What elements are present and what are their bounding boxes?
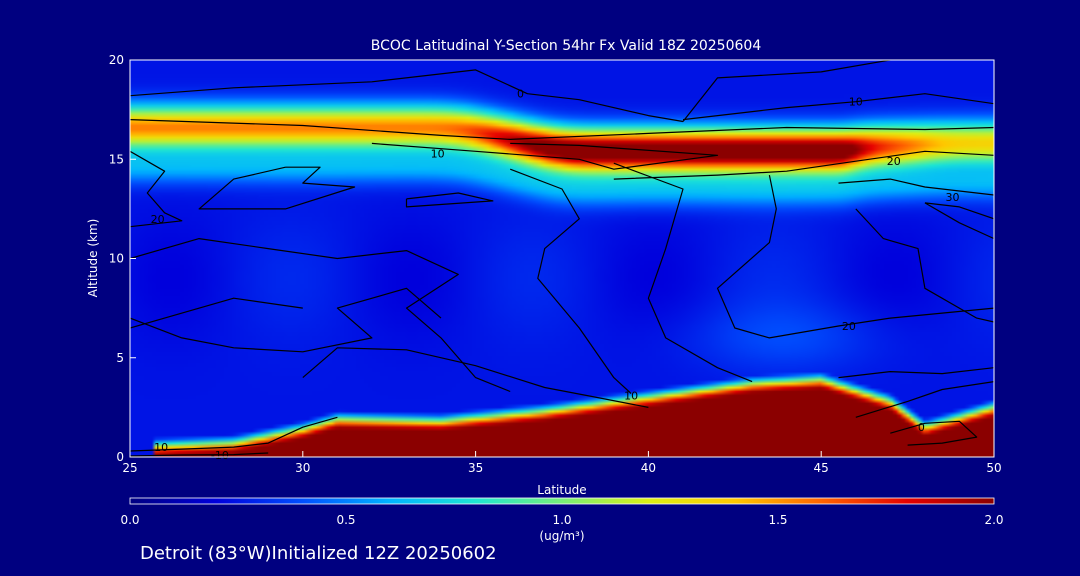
- contour-line: [613, 150, 994, 180]
- contour-line: [716, 174, 994, 339]
- colorbar-gradient: [130, 498, 994, 504]
- y-axis-label: Altitude (km): [86, 219, 100, 298]
- contour-label: 10: [154, 441, 168, 454]
- contour-line: [613, 162, 753, 383]
- x-tick-label: 35: [468, 461, 483, 475]
- colorbar-frame: [129, 497, 995, 505]
- contour-line: [130, 452, 269, 457]
- footer-location-text: Detroit (83°W)Initialized 12Z 20250602: [140, 543, 497, 564]
- chart-title: BCOC Latitudinal Y-Section 54hr Fx Valid…: [371, 38, 762, 54]
- contour-label: 10: [624, 389, 638, 402]
- colorbar-tick-label: 2.0: [984, 513, 1003, 527]
- x-tick-label: 25: [122, 461, 137, 475]
- contour-line: [838, 178, 994, 196]
- y-tick-label: 20: [109, 53, 124, 67]
- contour-label: -10: [211, 449, 229, 462]
- contour-label: 0: [517, 88, 524, 101]
- contour-line: [130, 416, 338, 452]
- y-tick-label: 10: [109, 252, 124, 266]
- contour-lines: [130, 60, 994, 457]
- contour-line: [130, 150, 183, 228]
- plot-area: 0 10 10 20 30 20 20 10 0 10 -10: [129, 59, 995, 462]
- contour-line: [838, 367, 994, 379]
- colorbar-tick-label: 1.5: [768, 513, 787, 527]
- contour-label: 20: [842, 320, 856, 333]
- y-axis: 0 5 10 15 20: [109, 53, 136, 464]
- y-tick-label: 15: [109, 152, 124, 166]
- contour-line: [130, 238, 511, 393]
- contour-label: 10: [431, 147, 445, 160]
- contour-line: [371, 142, 719, 170]
- contour-line: [682, 60, 891, 122]
- y-tick-label: 0: [116, 450, 124, 464]
- contour-label: 20: [887, 155, 901, 168]
- colorbar: 0.0 0.5 1.0 1.5 2.0 (ug/m³): [120, 497, 1004, 543]
- x-tick-label: 40: [641, 461, 656, 475]
- contour-line: [302, 347, 649, 408]
- contour-label: 0: [918, 421, 925, 434]
- x-tick-label: 30: [295, 461, 310, 475]
- contour-line: [855, 381, 994, 418]
- x-tick-label: 50: [986, 461, 1001, 475]
- contour-label: 30: [946, 191, 960, 204]
- contour-line: [890, 420, 978, 446]
- x-axis: 25 30 35 40 45 50: [122, 451, 1002, 475]
- colorbar-tick-label: 0.5: [336, 513, 355, 527]
- contour-line: [130, 287, 442, 353]
- colorbar-ticks: 0.0 0.5 1.0 1.5 2.0: [120, 513, 1003, 527]
- contour-label: 10: [849, 96, 863, 109]
- concentration-field: [130, 60, 994, 457]
- contour-line: [198, 166, 356, 210]
- contour-line: [682, 93, 994, 121]
- contour-line: [855, 208, 994, 323]
- contour-line: [130, 119, 994, 140]
- contour-label: 20: [151, 213, 165, 226]
- contour-line: [130, 69, 684, 123]
- contour-line: [405, 192, 494, 208]
- contour-line: [509, 168, 632, 394]
- contour-line: [924, 202, 994, 240]
- x-axis-label: Latitude: [537, 483, 586, 497]
- contour-labels: 0 10 10 20 30 20 20 10 0 10 -10: [151, 88, 960, 462]
- contour-line: [130, 297, 303, 329]
- x-tick-label: 45: [814, 461, 829, 475]
- y-tick-label: 5: [116, 351, 124, 365]
- colorbar-tick-label: 0.0: [120, 513, 139, 527]
- colorbar-tick-label: 1.0: [552, 513, 571, 527]
- colorbar-units: (ug/m³): [539, 529, 584, 543]
